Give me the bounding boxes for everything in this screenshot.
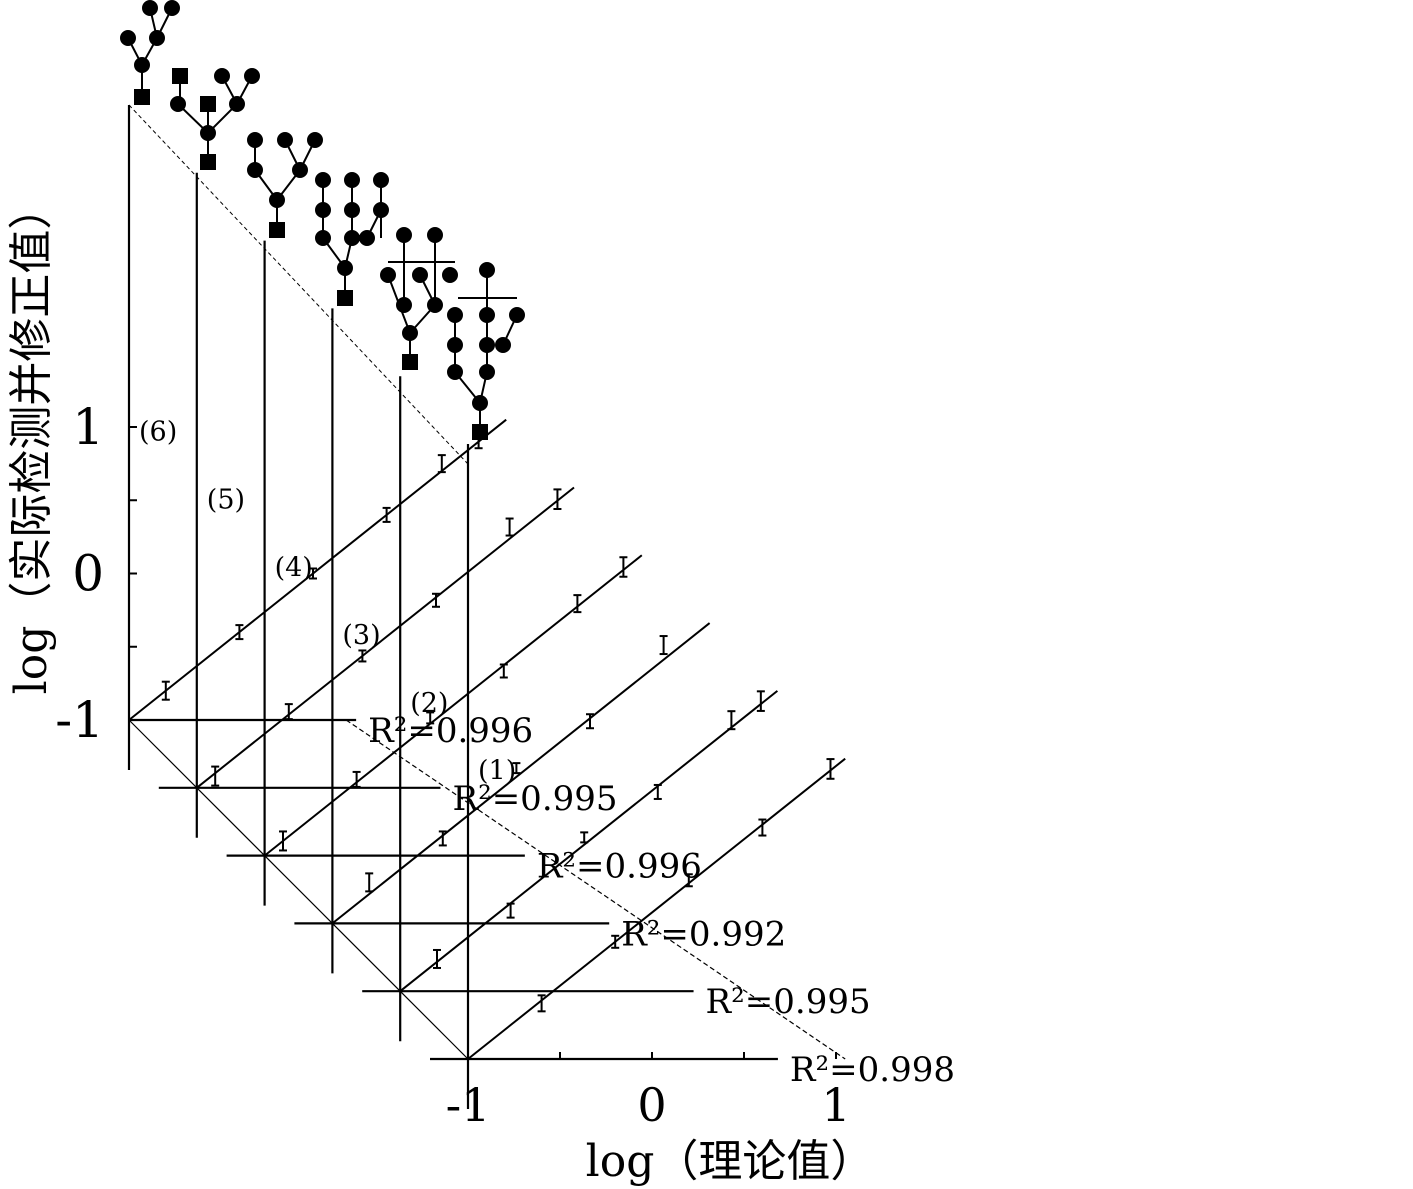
glycan-structure-3 (316, 173, 388, 305)
r2-label: R²=0.996 (368, 711, 533, 751)
r2-label: R²=0.998 (790, 1050, 955, 1090)
panel-1: (1) R²=0.998 (430, 444, 955, 1109)
panel-label: (1) (478, 756, 516, 787)
x-axis-title: log（理论值） (586, 1136, 875, 1187)
glycan-structure-5 (171, 69, 259, 169)
glycan-structure-1 (448, 263, 524, 439)
r2-label: R²=0.995 (706, 982, 871, 1022)
depth-guide-origin (129, 720, 468, 1059)
data-point (235, 625, 243, 639)
panel-label: (2) (410, 688, 448, 719)
data-point (506, 519, 514, 536)
r2-label: R²=0.992 (621, 914, 786, 954)
panel-label: (4) (275, 552, 313, 583)
panel-label: (3) (342, 620, 380, 651)
data-point (162, 682, 170, 700)
y-tick-label: -1 (55, 691, 104, 749)
data-point (279, 831, 287, 850)
depth-guide-top (129, 105, 468, 464)
data-point (365, 873, 373, 891)
glycan-structure-6 (121, 1, 179, 104)
fit-line (129, 420, 506, 720)
y-axis-title: log（实际检测并修正值） (6, 186, 57, 695)
y-tick-label: 1 (72, 398, 104, 456)
data-point (660, 636, 668, 654)
glycan-structure-4 (248, 133, 322, 237)
x-tick-label: -1 (446, 1078, 491, 1132)
data-point (580, 832, 588, 842)
x-tick-label: 0 (637, 1078, 666, 1132)
y-axis-ticks: -1 0 1 (55, 398, 137, 749)
panel-label: (6) (139, 417, 177, 448)
glycan-structure-2 (381, 228, 457, 369)
y-tick-label: 0 (72, 545, 104, 603)
x-tick-label: 1 (821, 1078, 850, 1132)
panel-label: (5) (207, 485, 245, 516)
r2-label: R²=0.996 (537, 847, 702, 887)
data-point (383, 508, 391, 522)
data-point (611, 936, 619, 948)
data-point (358, 650, 366, 661)
